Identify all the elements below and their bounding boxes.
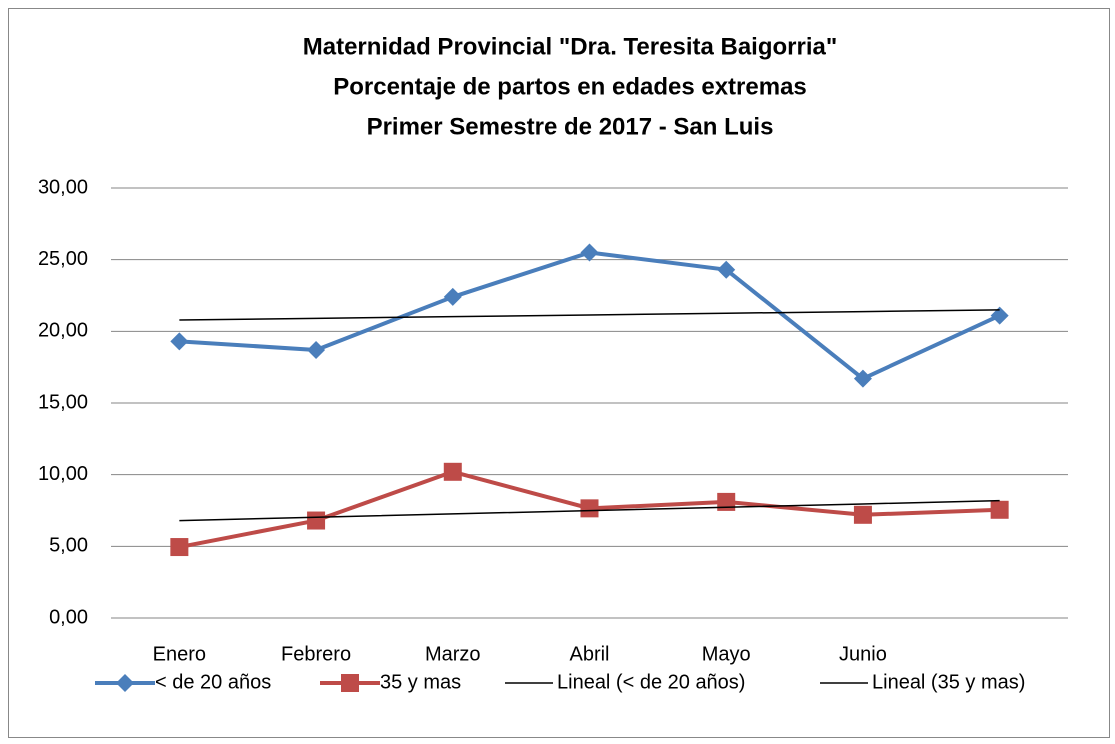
legend-label: 35 y mas bbox=[380, 671, 461, 693]
x-tick-label: Mayo bbox=[702, 643, 751, 665]
marker bbox=[170, 538, 189, 557]
marker bbox=[580, 499, 599, 518]
chart-title: Porcentaje de partos en edades extremas bbox=[333, 73, 807, 100]
legend-marker bbox=[116, 674, 134, 692]
x-tick-label: Abril bbox=[569, 643, 609, 665]
trend-line bbox=[179, 309, 1000, 321]
y-tick-label: 0,00 bbox=[49, 606, 88, 628]
x-tick-label: Enero bbox=[153, 643, 206, 665]
marker bbox=[307, 511, 326, 530]
x-tick-label: Junio bbox=[839, 643, 887, 665]
marker bbox=[307, 340, 326, 359]
y-tick-label: 10,00 bbox=[38, 463, 88, 485]
legend-label: Lineal (< de 20 años) bbox=[557, 671, 745, 693]
marker bbox=[990, 500, 1009, 519]
x-tick-label: Febrero bbox=[281, 643, 351, 665]
marker bbox=[990, 306, 1009, 325]
marker bbox=[170, 332, 189, 351]
y-tick-label: 20,00 bbox=[38, 320, 88, 342]
y-tick-label: 15,00 bbox=[38, 391, 88, 413]
chart-title: Primer Semestre de 2017 - San Luis bbox=[367, 113, 774, 140]
marker bbox=[717, 492, 736, 511]
marker bbox=[717, 260, 736, 279]
marker bbox=[443, 287, 462, 306]
x-tick-label: Marzo bbox=[425, 643, 481, 665]
marker bbox=[443, 462, 462, 481]
y-tick-label: 30,00 bbox=[38, 176, 88, 198]
legend-label: < de 20 años bbox=[155, 671, 271, 693]
marker bbox=[580, 243, 599, 262]
marker bbox=[853, 369, 872, 388]
marker bbox=[853, 505, 872, 524]
trend-line bbox=[179, 499, 1000, 522]
chart-title: Maternidad Provincial "Dra. Teresita Bai… bbox=[303, 33, 837, 60]
y-tick-label: 5,00 bbox=[49, 535, 88, 557]
legend-label: Lineal (35 y mas) bbox=[872, 671, 1025, 693]
y-tick-label: 25,00 bbox=[38, 248, 88, 270]
legend-marker bbox=[341, 674, 359, 692]
chart-border bbox=[8, 8, 1110, 738]
